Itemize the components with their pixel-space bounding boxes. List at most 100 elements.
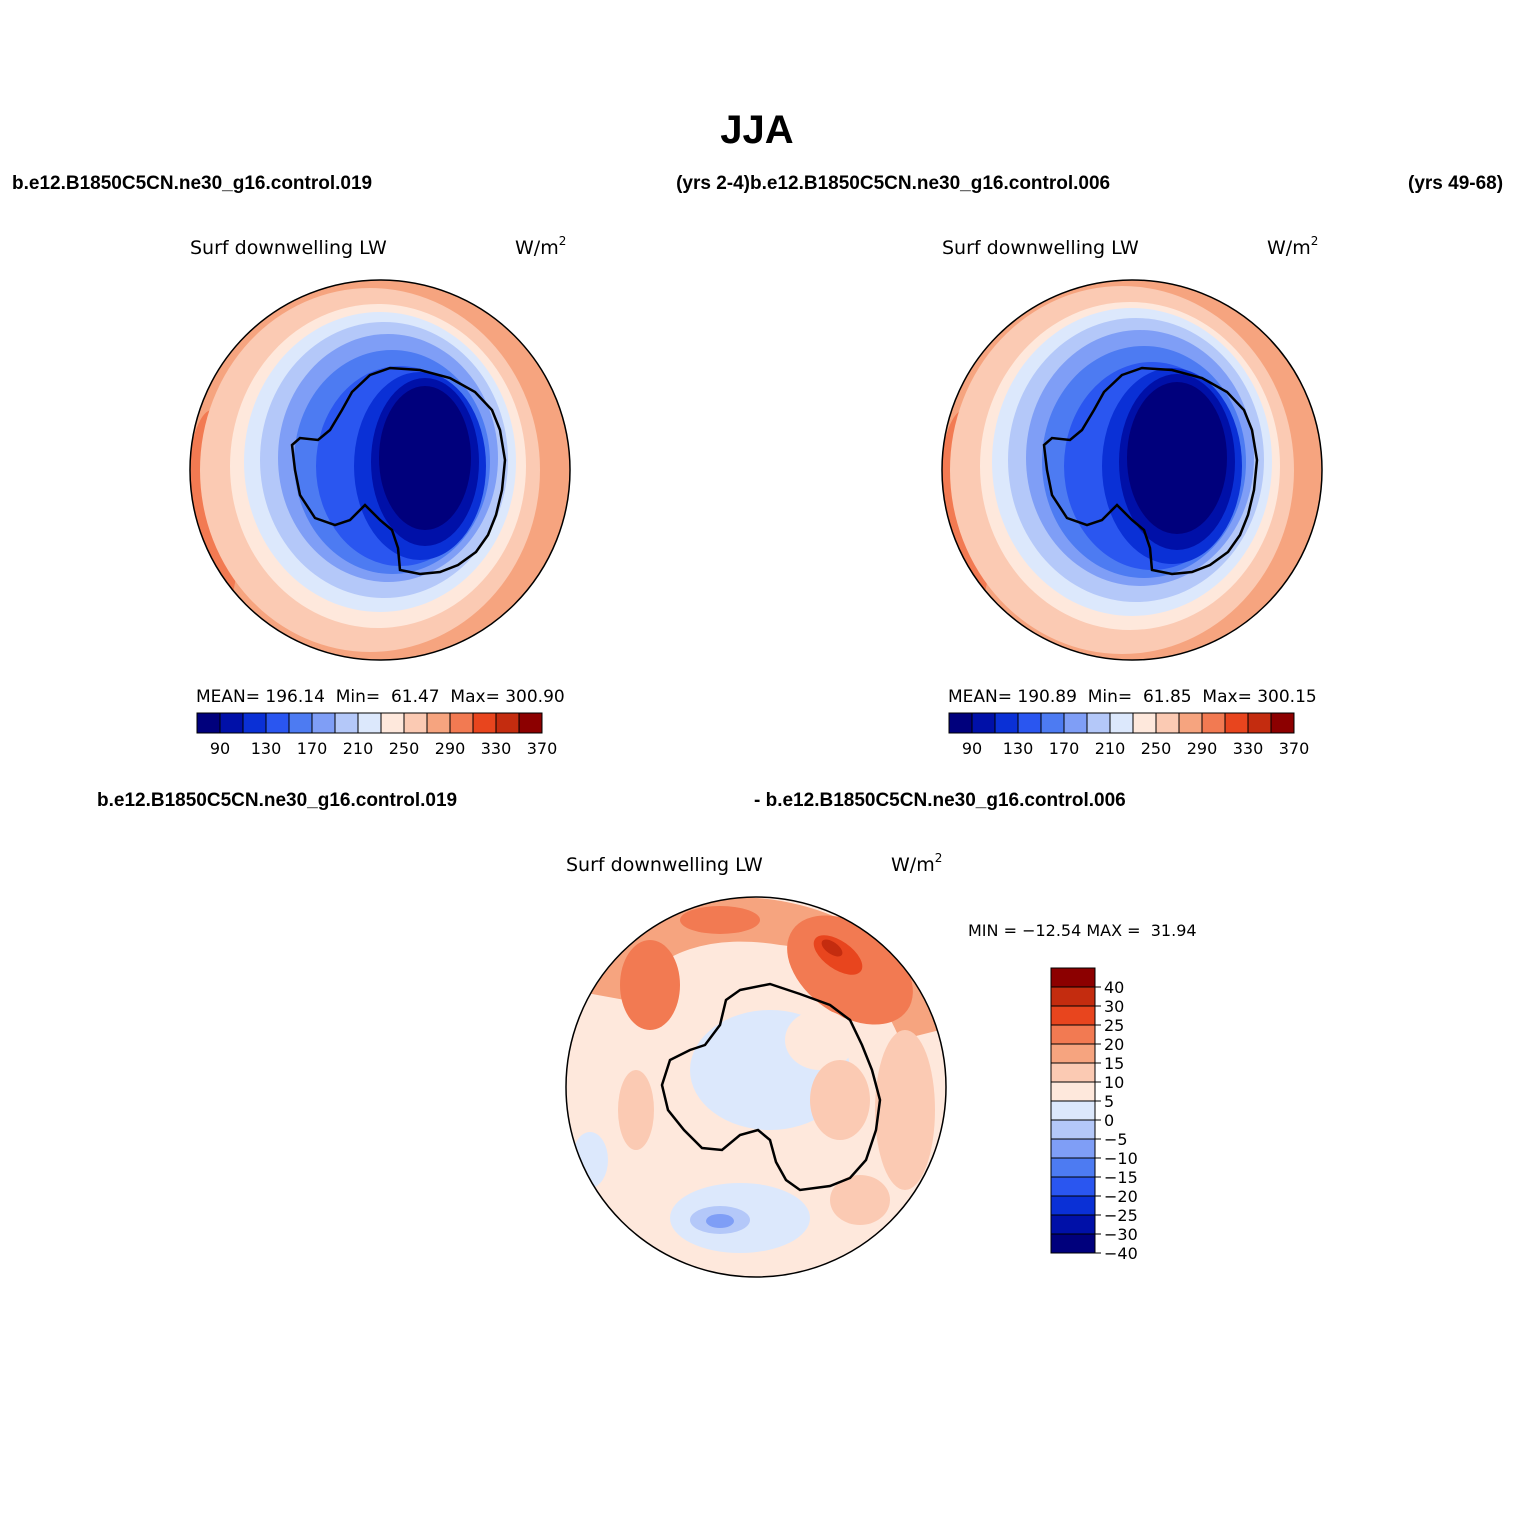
panel-3-colorbar-swatch	[1050, 967, 1096, 988]
panel-2-colorbar-tick-label: 370	[1279, 739, 1310, 758]
panel-3-colorbar-swatch	[1050, 1195, 1096, 1216]
panel-2-colorbar-swatch	[1270, 712, 1295, 734]
panel-2-colorbar-swatch	[948, 712, 973, 734]
panel-2-colorbar-tick-label: 90	[962, 739, 982, 758]
panel-1-colorbar-swatch	[334, 712, 359, 734]
panel-3-colorbar-tick-label: −30	[1104, 1225, 1138, 1244]
panel-1-colorbar-swatch	[426, 712, 451, 734]
panel-2-colorbar-swatch	[994, 712, 1019, 734]
panel-3-colorbar-tick-label: 10	[1104, 1073, 1124, 1092]
panel-1-variable: Surf downwelling LW	[190, 237, 387, 259]
panel-2-colorbar-tick-label: 170	[1049, 739, 1080, 758]
panel-1-colorbar-swatch	[380, 712, 405, 734]
panel-3-colorbar-tick-label: 5	[1104, 1092, 1114, 1111]
panel-2-map	[942, 280, 1322, 660]
panel-2-colorbar-swatch	[1155, 712, 1180, 734]
panel-1: Surf downwelling LW W/m2 MEAN= 196.14 Mi…	[189, 234, 571, 758]
panel-1-colorbar-swatch	[311, 712, 336, 734]
panel-2-colorbar-tick-label: 250	[1141, 739, 1172, 758]
panel-1-colorbar-swatch	[288, 712, 313, 734]
panel-2-colorbar-tick-label: 330	[1233, 739, 1264, 758]
panel-1-coastline	[290, 366, 507, 576]
panel-2-colorbar-swatch	[1040, 712, 1065, 734]
panel-3-colorbar-tick-label: −15	[1104, 1168, 1138, 1187]
case-a-header: b.e12.B1850C5CN.ne30_g16.control.019	[12, 173, 372, 194]
panel-2-colorbar-swatch	[1063, 712, 1088, 734]
panel-3-colorbar-swatch	[1050, 1176, 1096, 1197]
panel-3-map	[566, 897, 946, 1277]
panel-1-units-exp: 2	[559, 234, 567, 248]
panel-3-colorbar-swatch	[1050, 1043, 1096, 1064]
panel-3-colorbar-tick-label: 0	[1104, 1111, 1114, 1130]
panel-3-colorbar-tick-label: −10	[1104, 1149, 1138, 1168]
diff-header-right: - b.e12.B1850C5CN.ne30_g16.control.006	[754, 790, 1126, 811]
diff-header-left: b.e12.B1850C5CN.ne30_g16.control.019	[97, 790, 457, 811]
panel-1-map	[190, 280, 570, 660]
panel-1-units: W/m2	[515, 234, 566, 259]
panel-3-colorbar-tick-label: −25	[1104, 1206, 1138, 1225]
panel-1-colorbar-swatch	[403, 712, 428, 734]
panel-1-colorbar: 90 130 170 210 250 290 330 370	[196, 712, 557, 758]
panel-3-coastline	[660, 982, 882, 1192]
case-b-years: (yrs 49-68)	[1408, 173, 1503, 194]
panel-1-colorbar-swatch	[357, 712, 382, 734]
panel-3-colorbar-tick-label: 30	[1104, 997, 1124, 1016]
panel-1-border	[189, 279, 571, 661]
panel-3-colorbar-swatch	[1050, 1005, 1096, 1026]
panel-2-units: W/m2	[1267, 234, 1318, 259]
panel-2-colorbar-swatch	[1224, 712, 1249, 734]
panel-2-colorbar-swatch	[1178, 712, 1203, 734]
panel-1-colorbar-tick-label: 130	[251, 739, 282, 758]
panel-2-colorbar-swatch	[1132, 712, 1157, 734]
panel-1-contour-70	[379, 386, 471, 530]
panel-3-colorbar-tick-label: 20	[1104, 1035, 1124, 1054]
panel-3-colorbar-swatch	[1050, 1062, 1096, 1083]
panel-3-border	[565, 896, 947, 1278]
panel-2-units-exp: 2	[1311, 234, 1319, 248]
panel-3-anomaly-west	[620, 940, 680, 1030]
panel-3-colorbar-tick-label: 25	[1104, 1016, 1124, 1035]
panel-1-colorbar-swatch	[472, 712, 497, 734]
panel-3-colorbar-swatch	[1050, 1214, 1096, 1235]
panel-1-colorbar-tick-label: 90	[210, 739, 230, 758]
panel-3-colorbar-swatch	[1050, 1024, 1096, 1045]
panel-1-colorbar-swatch	[495, 712, 520, 734]
panel-3-colorbar-swatch	[1050, 1138, 1096, 1159]
panel-1-colorbar-swatch	[196, 712, 221, 734]
panel-3-units: W/m2	[891, 851, 942, 876]
panel-1-colorbar-swatch	[518, 712, 543, 734]
panel-3-colorbar-swatch	[1050, 986, 1096, 1007]
panel-1-colorbar-swatch	[449, 712, 474, 734]
panel-3-colorbar-swatch	[1050, 1100, 1096, 1121]
panel-3-colorbar-swatch	[1050, 1233, 1096, 1254]
case-a-years: (yrs 2-4)	[676, 173, 750, 194]
panel-2-colorbar-swatch	[1017, 712, 1042, 734]
panel-2-colorbar-swatch	[971, 712, 996, 734]
panel-1-colorbar-tick-label: 330	[481, 739, 512, 758]
panel-1-colorbar-tick-label: 170	[297, 739, 328, 758]
panel-1-colorbar-tick-label: 290	[435, 739, 466, 758]
panel-2-stats: MEAN= 190.89 Min= 61.85 Max= 300.15	[948, 687, 1317, 707]
panel-1-colorbar-swatch	[242, 712, 267, 734]
panel-1-colorbar-swatch	[219, 712, 244, 734]
panel-1-colorbar-tick-label: 210	[343, 739, 374, 758]
panel-3-colorbar-tick-label: −40	[1104, 1244, 1138, 1263]
panel-2-colorbar-tick-label: 130	[1003, 739, 1034, 758]
panel-3-colorbar-tick-label: 40	[1104, 978, 1124, 997]
panel-2-colorbar-tick-label: 210	[1095, 739, 1126, 758]
panel-1-colorbar-tick-label: 250	[389, 739, 420, 758]
panel-3-colorbar-swatch	[1050, 1157, 1096, 1178]
panel-2-colorbar-tick-label: 290	[1187, 739, 1218, 758]
panel-2-colorbar: 90 130 170 210 250 290 330 370	[948, 712, 1310, 758]
panel-3-colorbar-swatch	[1050, 1119, 1096, 1140]
main-title: JJA	[720, 108, 793, 152]
case-b-header: b.e12.B1850C5CN.ne30_g16.control.006	[750, 173, 1110, 194]
panel-3: Surf downwelling LW W/m2 MIN = −12.54 MA…	[565, 851, 1197, 1278]
panel-2-colorbar-swatch	[1086, 712, 1111, 734]
panel-2-coastline	[1042, 366, 1259, 576]
panel-2-colorbar-swatch	[1109, 712, 1134, 734]
panel-2: Surf downwelling LW W/m2 MEAN= 190.89 Mi…	[941, 234, 1323, 758]
panel-3-variable: Surf downwelling LW	[566, 854, 763, 876]
